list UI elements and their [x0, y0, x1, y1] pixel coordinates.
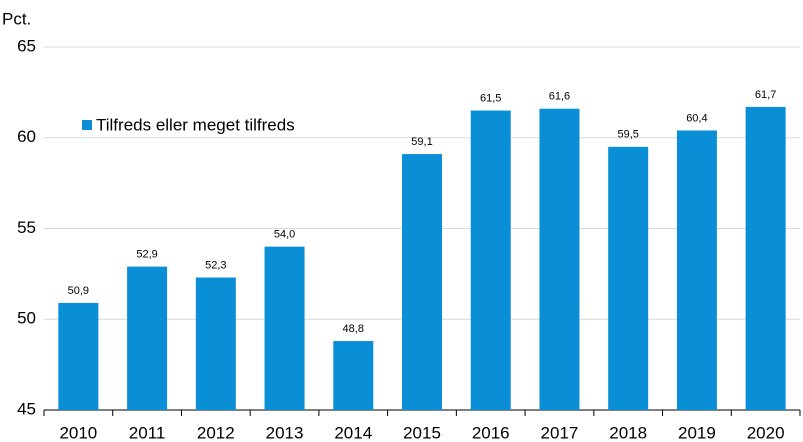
data-label: 54,0 — [274, 229, 295, 241]
x-tick-label: 2013 — [266, 423, 304, 442]
y-tick-label: 60 — [17, 127, 36, 146]
bar — [58, 302, 99, 410]
x-tick-label: 2010 — [59, 423, 97, 442]
y-tick-label: 65 — [17, 36, 36, 55]
x-tick-label: 2014 — [334, 423, 372, 442]
x-tick-label: 2012 — [197, 423, 235, 442]
data-label: 50,9 — [68, 285, 89, 297]
x-tick-label: 2020 — [747, 423, 785, 442]
x-tick-label: 2019 — [678, 423, 716, 442]
bar — [127, 266, 168, 410]
data-label: 52,3 — [205, 259, 226, 271]
bar — [608, 146, 649, 410]
bar — [333, 341, 374, 410]
x-tick-label: 2017 — [541, 423, 579, 442]
bar — [264, 246, 305, 410]
bar — [745, 106, 786, 411]
y-axis-label: Pct. — [2, 9, 31, 28]
data-label: 59,5 — [617, 129, 638, 141]
data-label: 61,7 — [755, 89, 776, 101]
x-tick-label: 2016 — [472, 423, 510, 442]
legend-swatch — [82, 120, 92, 130]
x-tick-label: 2011 — [129, 423, 166, 442]
bar — [539, 108, 580, 411]
y-tick-label: 55 — [17, 218, 36, 237]
data-label: 61,5 — [480, 92, 501, 104]
data-label: 61,6 — [549, 91, 570, 103]
y-tick-label: 45 — [17, 399, 36, 418]
bar — [470, 110, 511, 411]
x-tick-label: 2018 — [609, 423, 647, 442]
x-tick-label: 2015 — [403, 423, 441, 442]
data-label: 59,1 — [411, 136, 432, 148]
data-label: 52,9 — [136, 249, 157, 261]
data-label: 60,4 — [686, 112, 707, 124]
y-tick-label: 50 — [17, 309, 36, 328]
legend-label: Tilfreds eller meget tilfreds — [96, 115, 295, 134]
bar — [402, 154, 442, 410]
bar — [195, 277, 236, 410]
bar — [676, 130, 717, 411]
data-label: 48,8 — [343, 323, 364, 335]
